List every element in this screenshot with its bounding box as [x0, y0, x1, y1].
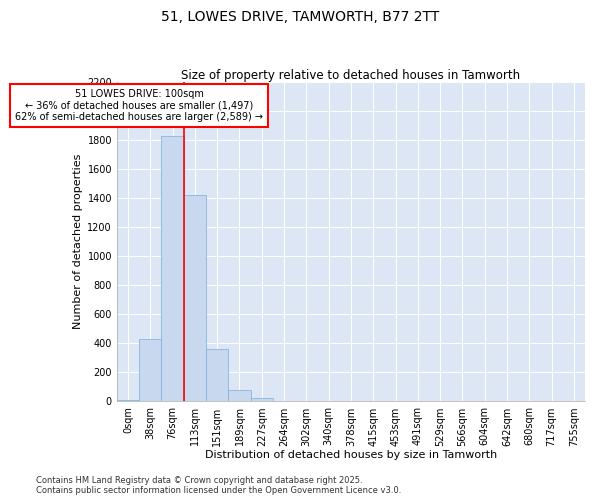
Y-axis label: Number of detached properties: Number of detached properties: [73, 154, 83, 330]
Bar: [184, 196, 206, 402]
Bar: [229, 390, 251, 402]
Title: Size of property relative to detached houses in Tamworth: Size of property relative to detached ho…: [181, 69, 520, 82]
Text: 51, LOWES DRIVE, TAMWORTH, B77 2TT: 51, LOWES DRIVE, TAMWORTH, B77 2TT: [161, 10, 439, 24]
Text: Contains HM Land Registry data © Crown copyright and database right 2025.
Contai: Contains HM Land Registry data © Crown c…: [36, 476, 401, 495]
X-axis label: Distribution of detached houses by size in Tamworth: Distribution of detached houses by size …: [205, 450, 497, 460]
Bar: [251, 398, 273, 402]
Bar: [206, 349, 229, 402]
Bar: [161, 136, 184, 402]
Text: 51 LOWES DRIVE: 100sqm
← 36% of detached houses are smaller (1,497)
62% of semi-: 51 LOWES DRIVE: 100sqm ← 36% of detached…: [15, 90, 263, 122]
Bar: [139, 339, 161, 402]
Bar: [117, 400, 139, 402]
